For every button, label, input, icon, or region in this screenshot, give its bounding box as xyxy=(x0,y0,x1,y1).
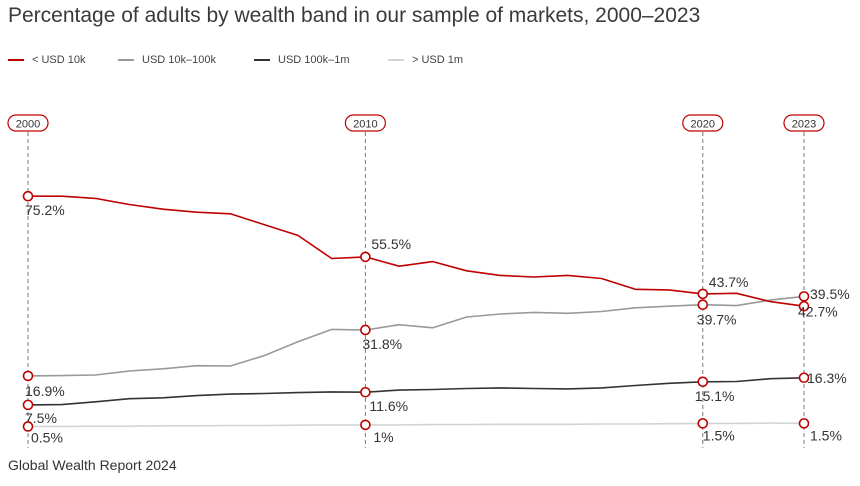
legend-swatch-gt1m xyxy=(388,59,404,61)
data-label-gt1m-2000: 0.5% xyxy=(31,429,63,445)
data-label-lt10k-2000: 75.2% xyxy=(25,202,65,218)
data-label-lt10k-2010: 55.5% xyxy=(371,236,411,252)
marker-10k_100k-2010 xyxy=(360,324,371,336)
year-pill-label-2023: 2023 xyxy=(792,119,816,131)
marker-10k_100k-2000 xyxy=(22,370,34,382)
year-pill-label-2020: 2020 xyxy=(691,119,715,131)
series-line-10k_100k xyxy=(27,295,805,377)
data-label-10k_100k-2000: 16.9% xyxy=(25,383,65,399)
marker-gt1m-2020 xyxy=(697,418,709,429)
data-label-10k_100k-2020: 39.7% xyxy=(697,312,737,328)
marker-100k_1m-2020 xyxy=(697,376,709,388)
marker-100k_1m-2023 xyxy=(798,372,810,384)
legend-label-gt1m: > USD 1m xyxy=(412,54,464,66)
year-pill-2020 xyxy=(682,114,724,132)
series-line-gt1m xyxy=(28,422,805,428)
marker-lt10k-2023 xyxy=(798,300,810,312)
data-label-100k_1m-2000: 7.5% xyxy=(25,410,57,426)
legend-item-100k-1m: USD 100k–1m xyxy=(254,50,350,70)
legend-item-gt1m: > USD 1m xyxy=(388,50,463,70)
year-pill-label-2000: 2000 xyxy=(16,119,40,131)
chart-title: Percentage of adults by wealth band in o… xyxy=(8,4,701,27)
legend-item-10k-100k: USD 10k–100k xyxy=(118,50,216,70)
legend-swatch-100k-1m xyxy=(254,59,270,61)
series-line-lt10k xyxy=(28,195,805,307)
marker-10k_100k-2020 xyxy=(697,299,709,311)
data-label-lt10k-2020: 43.7% xyxy=(709,274,749,290)
data-label-gt1m-2023: 1.5% xyxy=(810,427,842,443)
legend-label-10k-100k: USD 10k–100k xyxy=(142,54,216,66)
legend-swatch-10k-100k xyxy=(118,59,134,61)
data-label-100k_1m-2010: 11.6% xyxy=(369,398,408,414)
legend-item-lt10k: < USD 10k xyxy=(8,50,86,70)
marker-10k_100k-2023 xyxy=(798,291,810,302)
legend-swatch-lt10k xyxy=(8,59,24,61)
marker-lt10k-2000 xyxy=(22,190,34,202)
year-pill-2000 xyxy=(7,114,49,132)
legend-label-100k-1m: USD 100k–1m xyxy=(278,54,350,66)
footer-source: Global Wealth Report 2024 xyxy=(8,457,177,473)
marker-lt10k-2010 xyxy=(360,251,371,263)
marker-lt10k-2020 xyxy=(697,288,709,300)
marker-gt1m-2010 xyxy=(360,419,371,431)
marker-100k_1m-2010 xyxy=(360,386,371,398)
year-pill-2023 xyxy=(783,114,825,132)
data-label-gt1m-2020: 1.5% xyxy=(703,427,735,443)
year-pill-label-2010: 2010 xyxy=(353,119,377,131)
legend-label-lt10k: < USD 10k xyxy=(32,54,86,66)
data-label-10k_100k-2010: 31.8% xyxy=(362,336,402,352)
data-label-100k_1m-2020: 15.1% xyxy=(695,388,735,404)
marker-gt1m-2023 xyxy=(798,418,810,429)
data-label-10k_100k-2023: 42.7% xyxy=(798,303,838,319)
marker-100k_1m-2000 xyxy=(22,399,34,411)
series-line-100k_1m xyxy=(27,377,805,406)
data-label-100k_1m-2023: 16.3% xyxy=(807,370,847,386)
year-pill-2010 xyxy=(344,114,386,132)
data-label-lt10k-2023: 39.5% xyxy=(810,286,850,302)
data-label-gt1m-2010: 1% xyxy=(373,429,393,445)
marker-gt1m-2000 xyxy=(22,421,34,432)
